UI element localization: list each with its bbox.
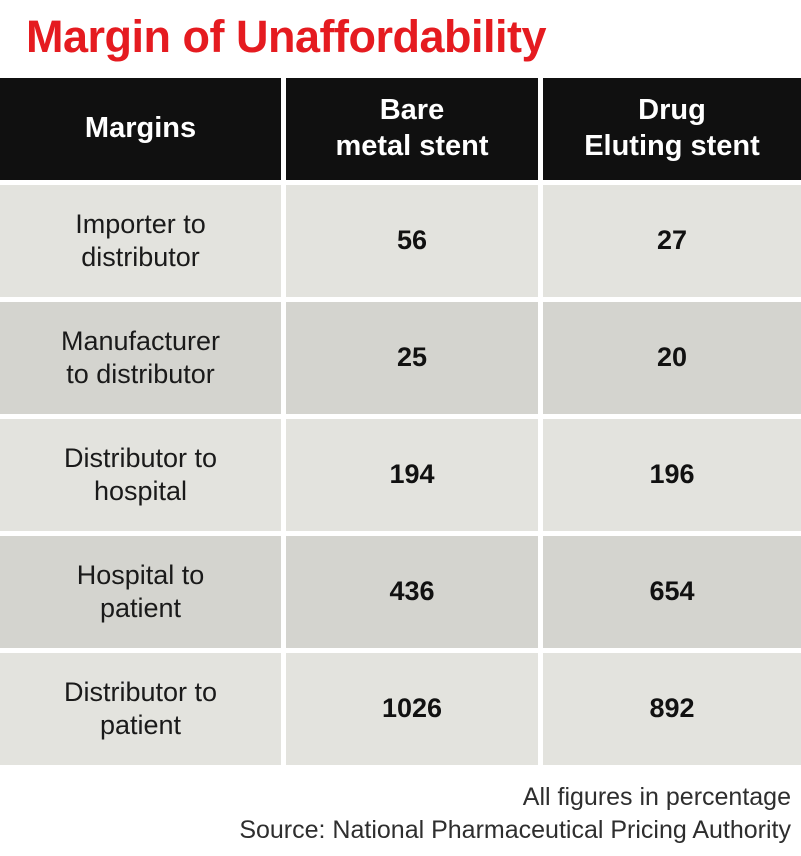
value-distributor-patient-bare-metal: 1026 xyxy=(286,652,538,765)
footer: All figures in percentage Source: Nation… xyxy=(0,781,801,849)
row-label-distributor-to-hospital: Distributor to hospital xyxy=(0,418,281,531)
footnote: All figures in percentage xyxy=(522,782,791,811)
row-label-hospital-to-patient: Hospital to patient xyxy=(0,535,281,648)
value-importer-drug-eluting: 27 xyxy=(543,184,801,297)
value-distributor-hospital-bare-metal: 194 xyxy=(286,418,538,531)
source-credit: Source: National Pharmaceutical Pricing … xyxy=(239,816,791,845)
value-manufacturer-bare-metal: 25 xyxy=(286,301,538,414)
row-label-distributor-to-patient: Distributor to patient xyxy=(0,652,281,765)
value-manufacturer-drug-eluting: 20 xyxy=(543,301,801,414)
value-hospital-patient-bare-metal: 436 xyxy=(286,535,538,648)
margins-table: Margins Bare metal stent Drug Eluting st… xyxy=(0,77,801,765)
value-importer-bare-metal: 56 xyxy=(286,184,538,297)
page-title: Margin of Unaffordability xyxy=(26,11,547,62)
row-label-manufacturer-to-distributor: Manufacturer to distributor xyxy=(0,301,281,414)
value-hospital-patient-drug-eluting: 654 xyxy=(543,535,801,648)
row-label-importer-to-distributor: Importer to distributor xyxy=(0,184,281,297)
value-distributor-patient-drug-eluting: 892 xyxy=(543,652,801,765)
header-cell-bare-metal-stent: Bare metal stent xyxy=(286,77,538,180)
value-distributor-hospital-drug-eluting: 196 xyxy=(543,418,801,531)
header-cell-margins: Margins xyxy=(0,77,281,180)
header-cell-drug-eluting-stent: Drug Eluting stent xyxy=(543,77,801,180)
